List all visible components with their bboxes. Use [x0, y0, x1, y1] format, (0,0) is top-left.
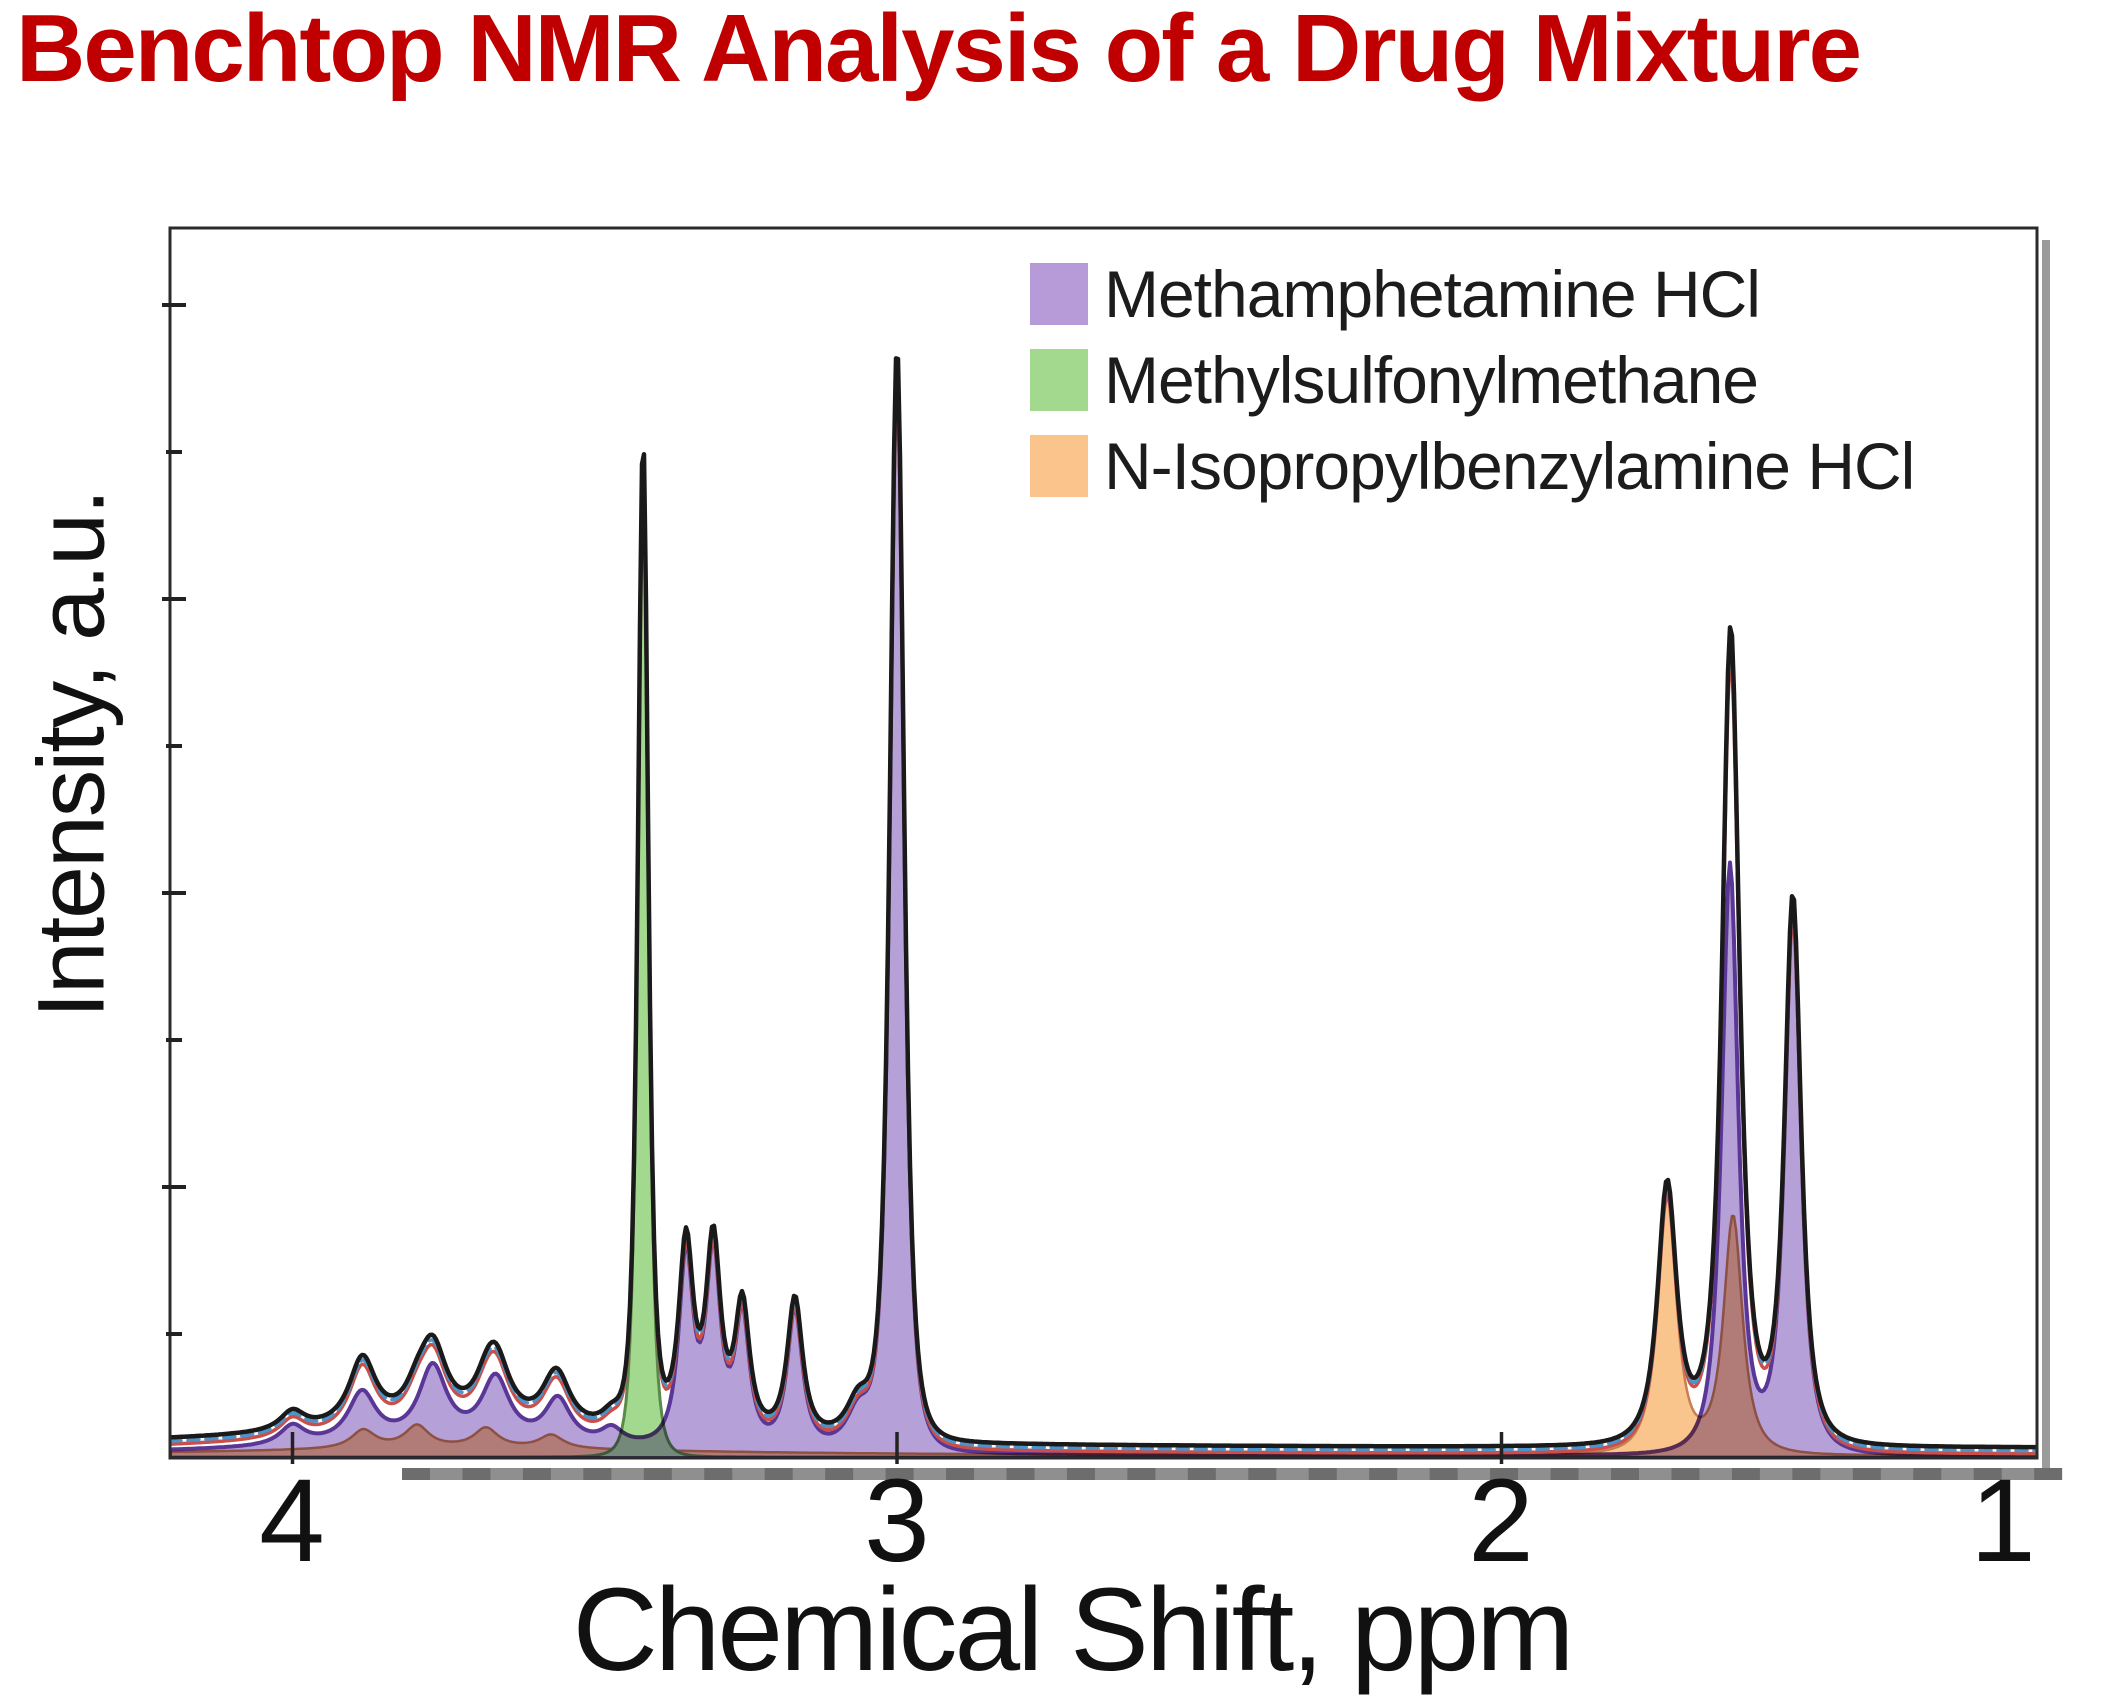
legend-item-msm: Methylsulfonylmethane	[1030, 343, 1914, 417]
legend-label: Methylsulfonylmethane	[1104, 342, 1759, 417]
legend-label: N-Isopropylbenzylamine HCl	[1104, 428, 1915, 503]
x-tick-label-2: 2	[1468, 1455, 1534, 1587]
x-tick-label-1: 1	[1970, 1455, 2036, 1587]
legend-item-methamphetamine: Methamphetamine HCl	[1030, 257, 1914, 331]
legend: Methamphetamine HCl Methylsulfonylmethan…	[1030, 257, 1915, 503]
legend-swatch-purple	[1030, 262, 1088, 325]
legend-swatch-green	[1030, 348, 1088, 411]
x-axis-label: Chemical Shift, ppm	[572, 1564, 1575, 1696]
legend-swatch-orange	[1030, 434, 1088, 497]
x-tick-label-4: 4	[259, 1455, 325, 1587]
legend-label: Methamphetamine HCl	[1104, 256, 1761, 331]
legend-item-nipba: N-Isopropylbenzylamine HCl	[1030, 429, 1915, 503]
figure-title: Benchtop NMR Analysis of a Drug Mixture	[16, 0, 1862, 102]
x-tick-label-3: 3	[864, 1455, 930, 1587]
